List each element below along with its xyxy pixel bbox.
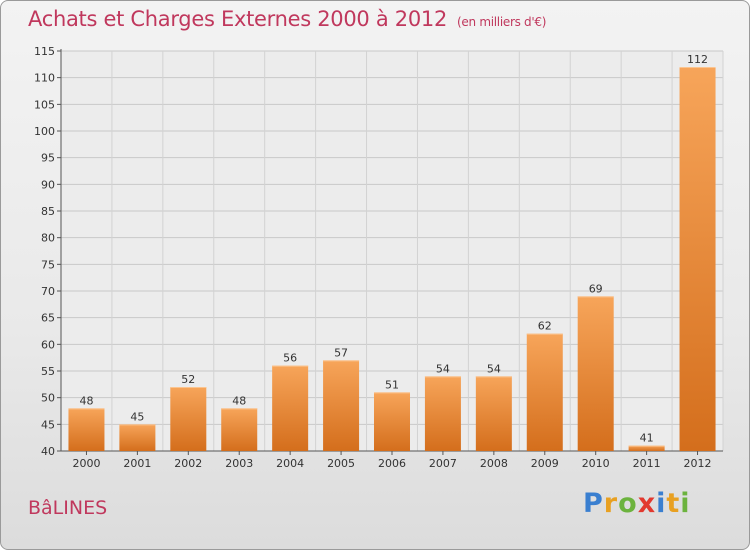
xtick-label-2008: 2008 [480,457,508,470]
xtick-label-2009: 2009 [531,457,559,470]
labels: 2000 48 2001 45 2002 52 2003 48 2004 56 2005 57 2006… [72,53,711,470]
chart-subtitle: (en milliers d'€) [457,15,547,29]
xtick-label-2006: 2006 [378,457,406,470]
data-label-2001: 45 [130,410,144,423]
data-label-2005: 57 [334,346,348,359]
data-label-2004: 56 [283,352,297,365]
ytick-label-100: 100 [34,125,55,138]
xtick-label-2005: 2005 [327,457,355,470]
ytick-label-70: 70 [41,285,55,298]
data-label-2011: 41 [640,432,654,445]
ytick-label-60: 60 [41,338,55,351]
bar-2006 [374,392,410,451]
data-label-2007: 54 [436,362,450,375]
data-label-2008: 54 [487,362,501,375]
ytick-label-40: 40 [41,445,55,458]
bar-2002 [170,387,207,451]
bars [68,67,716,451]
xtick-label-2000: 2000 [72,457,100,470]
data-label-2003: 48 [232,394,246,407]
ytick-label-75: 75 [41,258,55,271]
bar-2001 [119,424,156,451]
data-label-2012: 112 [687,53,708,66]
xtick-label-2010: 2010 [582,457,610,470]
bar-2003 [221,408,258,451]
xtick-label-2011: 2011 [633,457,661,470]
ytick-label-90: 90 [41,178,55,191]
bar-2010 [577,296,614,451]
ytick-label-80: 80 [41,232,55,245]
xtick-label-2007: 2007 [429,457,457,470]
ytick-label-45: 45 [41,418,55,431]
bar-2004 [272,365,309,451]
data-label-2000: 48 [79,394,93,407]
xtick-label-2002: 2002 [174,457,202,470]
bar-2000 [68,408,105,451]
ytick-label-95: 95 [41,152,55,165]
title-text: Achats et Charges Externes 2000 à 2012 [28,7,448,31]
ytick-label-50: 50 [41,392,55,405]
town-name: BâLINES [28,497,108,519]
ytick-label-65: 65 [41,312,55,325]
data-label-2009: 62 [538,320,552,333]
chart-title: Achats et Charges Externes 2000 à 2012 (e… [28,7,546,31]
bar-2008 [475,376,512,451]
data-label-2010: 69 [589,282,603,295]
xtick-label-2003: 2003 [225,457,253,470]
ytick-label-55: 55 [41,365,55,378]
data-label-2002: 52 [181,373,195,386]
data-label-2006: 51 [385,378,399,391]
bar-2005 [323,360,360,451]
xtick-label-2004: 2004 [276,457,304,470]
bar-2011 [628,445,665,451]
bar-2012 [679,67,716,451]
bar-2009 [526,333,563,451]
ytick-label-85: 85 [41,205,55,218]
ytick-label-110: 110 [34,72,55,85]
xtick-label-2001: 2001 [123,457,151,470]
ytick-label-105: 105 [34,98,55,111]
ytick-label-115: 115 [34,45,55,58]
xtick-label-2012: 2012 [684,457,712,470]
bar-2007 [424,376,461,451]
proxiti-logo[interactable]: Proxiti [583,488,691,519]
